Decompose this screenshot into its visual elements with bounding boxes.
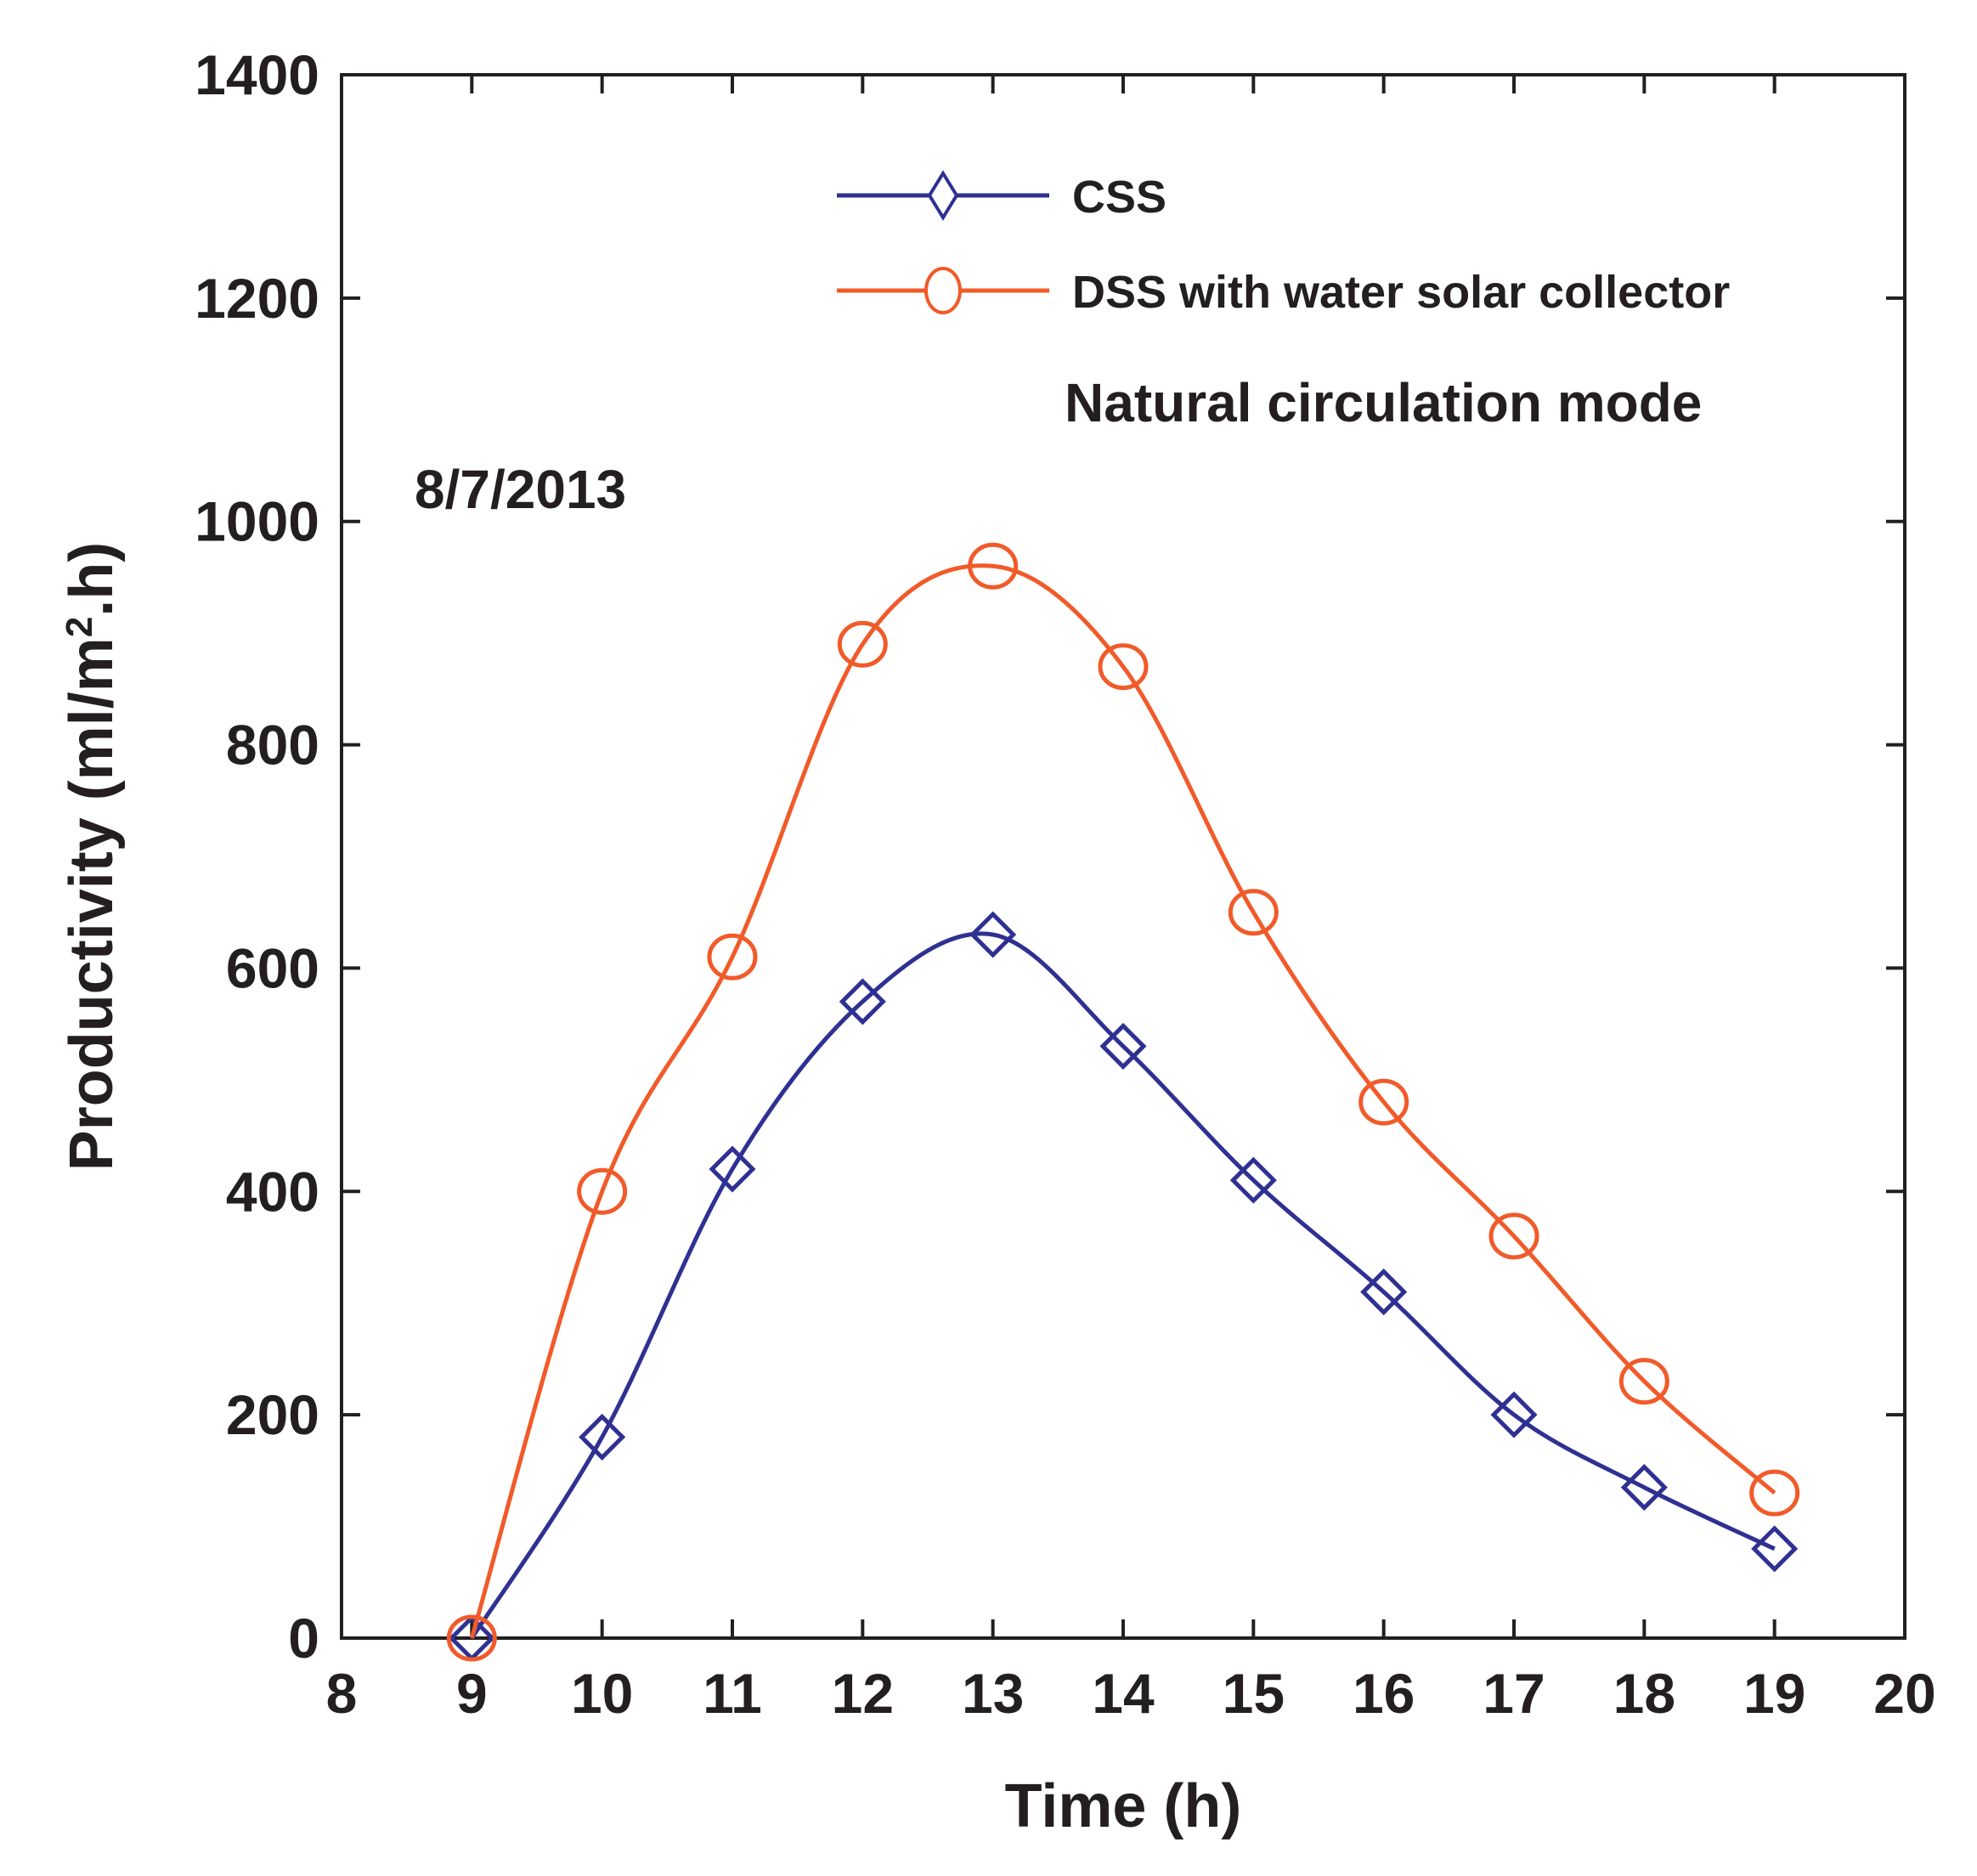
data-point-diamond: [1490, 1391, 1538, 1438]
y-axis-title: Productivity (ml/m2.h): [58, 542, 126, 1172]
series-line: [469, 563, 1776, 1639]
x-tick-label: 18: [1613, 1662, 1675, 1725]
series-css: [448, 911, 1799, 1662]
data-point-circle: [577, 1167, 628, 1215]
x-tick-label: 10: [571, 1662, 633, 1725]
y-tick-label: 200: [226, 1383, 319, 1446]
data-point-diamond: [1620, 1464, 1668, 1512]
data-point-diamond: [709, 1145, 756, 1193]
y-tick-label: 400: [226, 1160, 319, 1223]
x-tick-label: 17: [1483, 1662, 1545, 1725]
y-tick-label: 1000: [195, 490, 319, 553]
series-dss: [446, 542, 1800, 1662]
data-point-circle: [1488, 1212, 1539, 1260]
x-axis: 8 9 10 11 12 13 14 15 16 17 18 19 20: [326, 75, 1936, 1725]
legend-css-marker: [927, 170, 959, 221]
data-point-circle: [446, 1614, 497, 1662]
y-tick-label: 800: [226, 714, 319, 777]
x-tick-label: 19: [1743, 1662, 1805, 1725]
x-tick-label: 11: [703, 1662, 762, 1725]
legend-css-label: CSS: [1072, 172, 1166, 223]
data-point-circle: [1228, 889, 1279, 936]
data-point-diamond: [969, 911, 1017, 958]
data-point-diamond: [1360, 1269, 1408, 1316]
x-tick-label: 8: [326, 1662, 358, 1725]
data-point-circle: [1618, 1358, 1669, 1405]
series-layer: [446, 542, 1800, 1662]
x-tick-label: 9: [456, 1662, 488, 1725]
y-tick-label: 600: [226, 936, 319, 999]
data-point-diamond: [1751, 1525, 1799, 1573]
legend-dss-label: DSS with water solar collector: [1072, 267, 1730, 318]
x-tick-label: 13: [962, 1662, 1024, 1725]
y-axis: 0 200 400 600 800 1000 1200 1400: [195, 43, 1905, 1670]
data-point-circle: [1098, 643, 1149, 691]
date-annotation: 8/7/2013: [415, 459, 626, 520]
x-tick-label: 15: [1223, 1662, 1285, 1725]
data-point-diamond: [579, 1413, 626, 1461]
mode-annotation: Natural circulation mode: [1065, 372, 1702, 433]
data-point-circle: [1749, 1469, 1800, 1517]
x-axis-title: Time (h): [1005, 1772, 1242, 1840]
legend: CSS DSS with water solar collector: [837, 170, 1730, 318]
x-tick-label: 12: [832, 1662, 894, 1725]
data-point-diamond: [1229, 1156, 1277, 1204]
data-point-circle: [707, 933, 758, 980]
data-point-circle: [1358, 1078, 1409, 1126]
y-tick-label: 0: [288, 1607, 319, 1670]
legend-dss-marker: [924, 267, 962, 314]
y-tick-label: 1400: [195, 43, 319, 106]
y-tick-label: 1200: [195, 267, 319, 330]
data-point-circle: [837, 620, 888, 668]
data-point-diamond: [1099, 1022, 1147, 1070]
series-line: [470, 931, 1776, 1640]
data-point-circle: [968, 542, 1019, 590]
x-tick-label: 14: [1092, 1662, 1155, 1725]
data-point-diamond: [839, 978, 886, 1026]
x-tick-label: 20: [1873, 1662, 1935, 1725]
x-tick-label: 16: [1353, 1662, 1415, 1725]
